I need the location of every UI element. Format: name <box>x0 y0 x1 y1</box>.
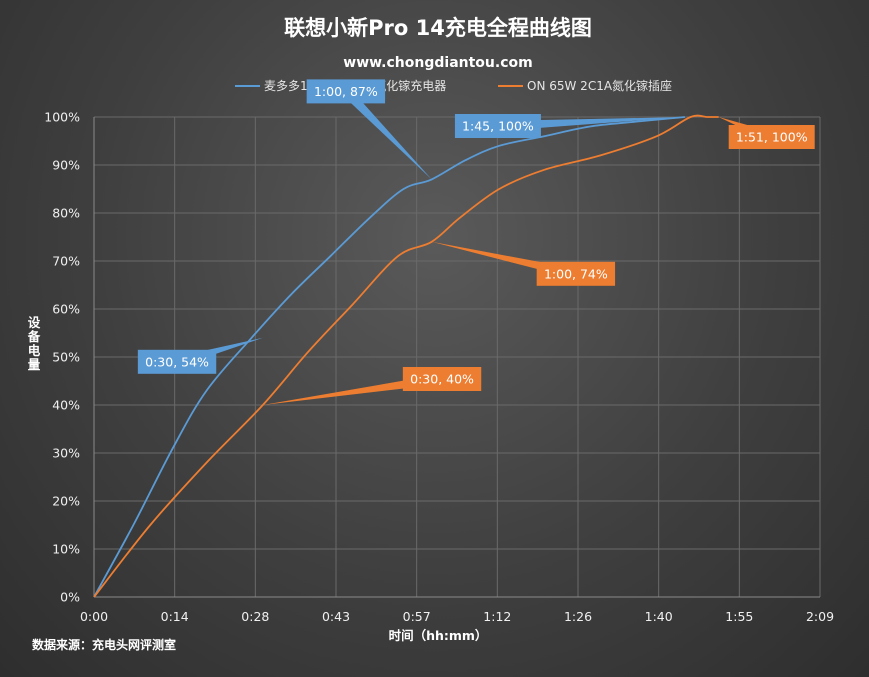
y-tick-label: 10% <box>52 542 80 557</box>
data-label: 0:30, 40% <box>262 367 482 405</box>
data-label: 1:00, 87% <box>306 79 432 180</box>
y-tick-label: 40% <box>52 398 80 413</box>
data-label-text: 0:30, 54% <box>145 354 209 369</box>
legend: 麦多多100W 2C1A 氮化镓充电器 ON 65W 2C1A氮化镓插座 <box>235 78 672 93</box>
y-tick-label: 100% <box>44 110 80 125</box>
y-tick-label: 60% <box>52 302 80 317</box>
y-tick-label: 80% <box>52 206 80 221</box>
x-axis-title: 时间（hh:mm） <box>389 628 488 643</box>
data-label-pointer <box>497 117 685 131</box>
data-label-pointer <box>342 87 432 180</box>
x-tick-label: 2:09 <box>806 609 834 624</box>
data-label-box <box>454 114 541 138</box>
chart-subtitle: www.chongdiantou.com <box>343 55 532 71</box>
y-axis-title: 设备电量 <box>27 315 41 372</box>
data-label: 0:30, 54% <box>137 337 263 374</box>
y-tick-label: 30% <box>52 446 80 461</box>
data-label-text: 1:51, 100% <box>736 130 808 145</box>
data-label-text: 1:00, 87% <box>314 84 378 99</box>
y-tick-label: 50% <box>52 350 80 365</box>
data-label-text: 0:30, 40% <box>410 372 474 387</box>
x-tick-label: 0:57 <box>403 609 431 624</box>
data-label-box <box>306 79 386 104</box>
y-tick-label: 0% <box>60 590 80 605</box>
y-tick-label: 70% <box>52 254 80 269</box>
data-label-box <box>536 261 616 286</box>
data-label: 1:45, 100% <box>454 114 685 138</box>
data-label-box <box>728 125 815 149</box>
grid <box>93 116 821 598</box>
data-label-box <box>402 367 482 391</box>
data-label: 1:51, 100% <box>718 117 815 149</box>
chart-title: 联想小新Pro 14充电全程曲线图 <box>284 16 592 40</box>
y-tick-label: 90% <box>52 158 80 173</box>
x-axis-ticks: 0:00 0:14 0:28 0:43 0:57 1:12 1:26 1:40 1:55 2:09 <box>80 609 834 624</box>
y-tick-label: 20% <box>52 494 80 509</box>
x-tick-label: 1:40 <box>645 609 673 624</box>
data-source: 数据来源：充电头网评测室 <box>32 637 176 652</box>
x-tick-label: 0:28 <box>241 609 269 624</box>
series-lines <box>93 114 719 598</box>
x-tick-label: 0:14 <box>161 609 189 624</box>
data-label: 1:00, 74% <box>431 241 616 286</box>
x-tick-label: 0:00 <box>80 609 108 624</box>
x-tick-label: 1:26 <box>564 609 592 624</box>
x-tick-label: 0:43 <box>322 609 350 624</box>
legend-label-series-2: ON 65W 2C1A氮化镓插座 <box>527 78 672 93</box>
series-line-1 <box>93 116 686 598</box>
series-line-2 <box>93 114 719 598</box>
data-label-text: 1:00, 74% <box>544 266 608 281</box>
data-label-box <box>137 349 217 374</box>
data-label-text: 1:45, 100% <box>462 119 534 134</box>
x-tick-label: 1:12 <box>483 609 511 624</box>
data-label-pointer <box>262 374 443 405</box>
x-tick-label: 1:55 <box>725 609 753 624</box>
data-labels: 0:30, 54% 1:00, 87% 1:45, 100% 0:30, 40% 1:0… <box>137 79 815 405</box>
y-axis-ticks: 0% 10% 20% 30% 40% 50% 60% 70% 80% 90% 100% <box>44 110 80 605</box>
